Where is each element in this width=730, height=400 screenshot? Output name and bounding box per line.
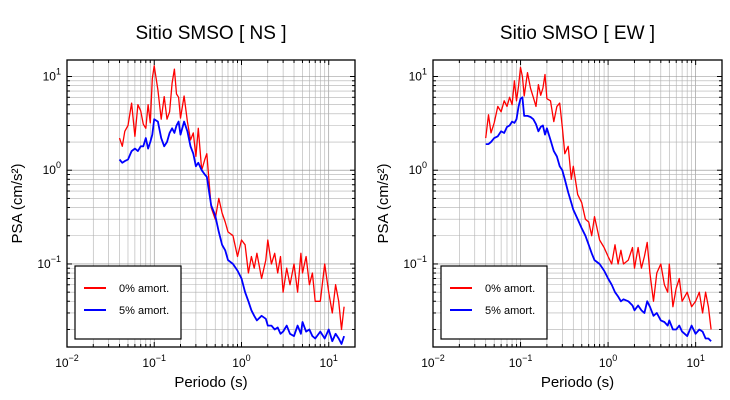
x-tick-label: 10−1 — [509, 353, 533, 370]
chart-ns: 10−2 10−1 100 101 101 100 10−1 Sitio SMSO [ NS … — [9, 23, 356, 391]
x-tick-label: 101 — [686, 353, 704, 370]
plot-frame — [432, 59, 723, 348]
y-tick-label: 101 — [409, 67, 427, 84]
legend-label: 0% amort. — [119, 283, 169, 295]
chart-ew: 10−2 10−1 100 101 101 100 10−1 Sitio SMSO [ EW … — [375, 23, 723, 391]
y-axis-label: PSA (cm/s²) — [9, 163, 26, 243]
x-tick-label: 10−1 — [142, 353, 166, 370]
ticks-ns — [66, 60, 356, 347]
chart-title: Sitio SMSO [ NS ] — [136, 23, 287, 44]
x-axis-label: Periodo (s) — [174, 374, 247, 391]
legend-box — [74, 265, 182, 340]
x-axis-label: Periodo (s) — [541, 374, 614, 391]
series-line-blue — [485, 96, 712, 342]
x-tick-label: 10−2 — [421, 353, 445, 370]
legend-label: 5% amort. — [119, 305, 169, 317]
series-line-red — [485, 66, 712, 330]
x-tick-label: 100 — [232, 353, 250, 370]
series-line-red — [118, 65, 345, 331]
grid-ew — [432, 60, 723, 347]
legend-box — [440, 265, 548, 340]
series-line-blue — [118, 118, 345, 345]
ticks-ew — [432, 60, 723, 347]
y-tick-label: 100 — [409, 160, 427, 177]
y-tick-label: 10−1 — [37, 254, 61, 271]
x-tick-label: 100 — [599, 353, 617, 370]
chart-title: Sitio SMSO [ EW ] — [500, 23, 655, 44]
legend-label: 5% amort. — [485, 305, 535, 317]
x-tick-label: 101 — [320, 353, 338, 370]
y-axis-label: PSA (cm/s²) — [375, 163, 392, 243]
y-tick-label: 10−1 — [403, 254, 427, 271]
x-tick-label: 10−2 — [55, 353, 79, 370]
y-tick-label: 101 — [43, 67, 61, 84]
plot-frame — [66, 59, 356, 348]
legend: 0% amort. 5% amort. — [74, 265, 182, 340]
y-tick-label: 100 — [43, 160, 61, 177]
legend: 0% amort. 5% amort. — [440, 265, 548, 340]
legend-label: 0% amort. — [485, 283, 535, 295]
